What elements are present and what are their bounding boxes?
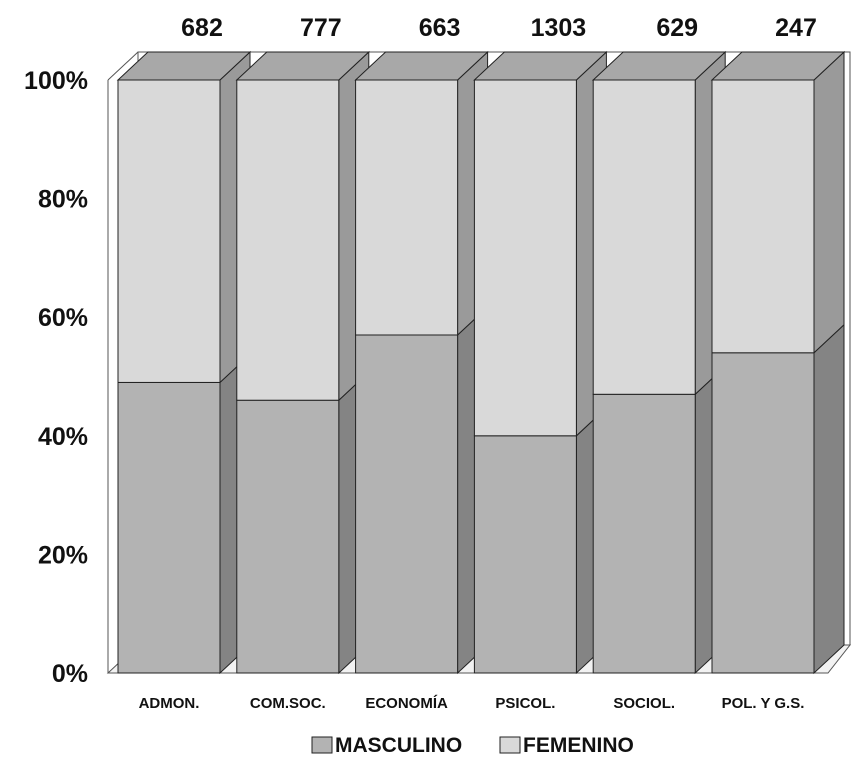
bar-femenino bbox=[711, 79, 815, 354]
bar-masculino bbox=[355, 334, 459, 674]
legend: MASCULINO FEMENINO bbox=[311, 734, 634, 757]
y-tick-label: 80% bbox=[38, 186, 88, 214]
bar-group bbox=[116, 50, 846, 675]
bar-masculino bbox=[711, 352, 815, 674]
x-tick-label: POL. Y G.S. bbox=[722, 695, 805, 712]
y-tick-label: 20% bbox=[38, 541, 88, 569]
x-axis-labels: ADMON. COM.SOC. ECONOMÍA PSICOL. SOCIOL. POL.… bbox=[139, 695, 805, 712]
x-tick-label: COM.SOC. bbox=[250, 695, 326, 712]
bar-femenino bbox=[117, 79, 221, 383]
total-label: 629 bbox=[656, 14, 698, 42]
bar-femenino bbox=[473, 79, 577, 437]
bar-femenino bbox=[592, 79, 696, 395]
y-axis-ticks: 0% 20% 40% 60% 80% 100% bbox=[24, 67, 88, 688]
bar-side-femenino bbox=[813, 50, 845, 354]
total-label: 663 bbox=[419, 14, 461, 42]
y-tick-label: 100% bbox=[24, 67, 88, 95]
total-label: 247 bbox=[775, 14, 817, 42]
x-tick-label: PSICOL. bbox=[495, 695, 555, 712]
bar-femenino bbox=[236, 79, 340, 401]
legend-swatch-femenino bbox=[499, 736, 521, 754]
bar-femenino bbox=[355, 79, 459, 336]
legend-label-femenino: FEMENINO bbox=[523, 734, 634, 757]
total-labels: 682 777 663 1303 629 247 bbox=[181, 14, 817, 42]
plot-corner-line bbox=[107, 51, 139, 81]
legend-swatch-masculino bbox=[311, 736, 333, 754]
total-label: 682 bbox=[181, 14, 223, 42]
bar-masculino bbox=[592, 393, 696, 674]
x-tick-label: ADMON. bbox=[139, 695, 200, 712]
x-tick-label: ECONOMÍA bbox=[365, 695, 448, 712]
y-tick-label: 40% bbox=[38, 423, 88, 451]
legend-label-masculino: MASCULINO bbox=[335, 734, 462, 757]
y-tick-label: 0% bbox=[52, 660, 88, 688]
y-tick-label: 60% bbox=[38, 304, 88, 332]
x-tick-label: SOCIOL. bbox=[613, 695, 675, 712]
bar-masculino bbox=[473, 435, 577, 674]
total-label: 777 bbox=[300, 14, 342, 42]
total-label: 1303 bbox=[531, 14, 587, 42]
bar-masculino bbox=[117, 381, 221, 674]
bar-side-masculino bbox=[813, 323, 845, 675]
bar-masculino bbox=[236, 399, 340, 674]
